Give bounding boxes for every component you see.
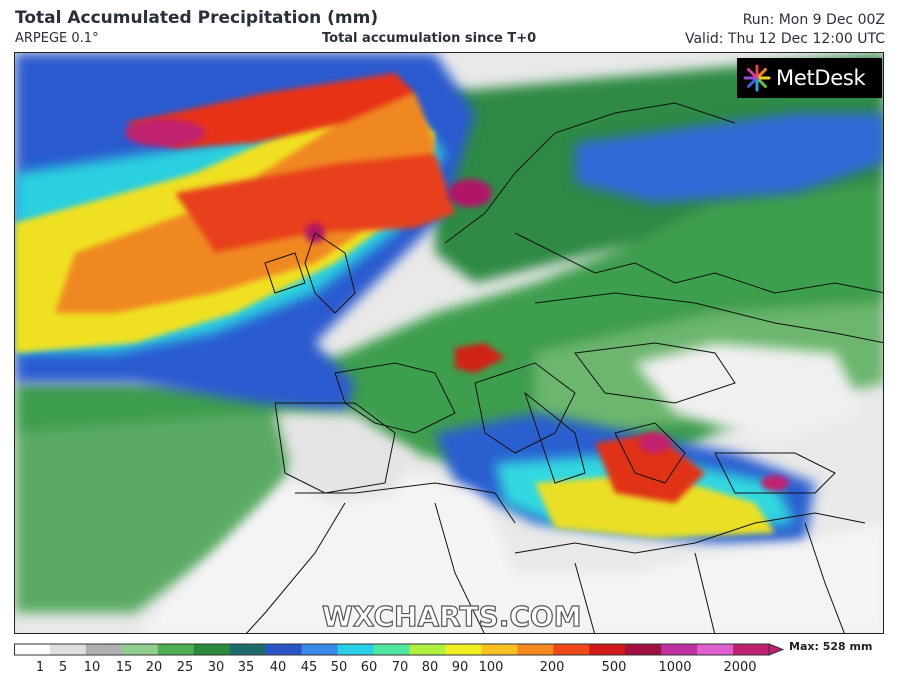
- legend-tick-label: 70: [391, 660, 409, 675]
- legend-tick-label: 35: [237, 660, 255, 675]
- legend-ticks: 1 5 10 15 20 25 30 35 40 45 50 60 70 80 90 100 200 500 100…: [0, 660, 900, 678]
- legend-tick-label: 2000: [723, 660, 757, 675]
- legend-tick-label: 90: [451, 660, 469, 675]
- heavy-precip-layer: [55, 73, 705, 503]
- legend-tick-label: 45: [300, 660, 318, 675]
- legend-swatch: [589, 644, 626, 655]
- legend-tick-label: 40: [269, 660, 287, 675]
- legend-swatch: [661, 644, 698, 655]
- legend-swatch: [265, 644, 303, 655]
- extreme-precip-layer: [125, 119, 789, 491]
- max-value-label: Max: 528 mm: [789, 640, 873, 653]
- legend-tick-label: 30: [207, 660, 225, 675]
- legend-swatch: [409, 644, 446, 655]
- wxcharts-watermark: WXCHARTS.COM: [321, 599, 582, 633]
- legend-swatch: [49, 644, 87, 655]
- valid-time: Valid: Thu 12 Dec 12:00 UTC: [684, 31, 885, 47]
- legend-tick-label: 60: [360, 660, 378, 675]
- legend-swatch: [553, 644, 590, 655]
- legend-swatch: [14, 644, 51, 655]
- legend-overflow-arrow: [768, 643, 785, 656]
- legend-swatch: [229, 644, 267, 655]
- legend-tick-label: 1: [35, 660, 45, 675]
- light-precip-layer: [15, 53, 883, 613]
- starburst-logo-icon: [743, 64, 771, 92]
- legend-swatch: [481, 644, 518, 655]
- legend-swatch: [337, 644, 375, 655]
- country-borders: [246, 102, 883, 633]
- legend-swatch: [157, 644, 195, 655]
- map-canvas: [15, 53, 883, 633]
- legend-tick-label: 25: [176, 660, 194, 675]
- chart-title: Total Accumulated Precipitation (mm): [15, 8, 379, 28]
- legend-tick-label: 200: [539, 660, 565, 675]
- legend-tick-label: 500: [601, 660, 627, 675]
- legend-swatch: [85, 644, 123, 655]
- dry-land-layer: [136, 343, 883, 633]
- legend-swatch: [517, 644, 554, 655]
- accumulation-subtitle: Total accumulation since T+0: [322, 31, 537, 46]
- legend-swatch: [301, 644, 339, 655]
- legend-tick-label: 20: [145, 660, 163, 675]
- legend-tick-label: 80: [421, 660, 439, 675]
- legend-tick-label: 5: [58, 660, 68, 675]
- legend-tick-label: 1000: [658, 660, 692, 675]
- metdesk-logo: MetDesk: [737, 58, 882, 98]
- precipitation-map: [14, 52, 884, 634]
- legend-tick-label: 15: [115, 660, 133, 675]
- legend-swatch: [373, 644, 410, 655]
- color-legend-bar: [14, 642, 785, 656]
- legend-swatch: [445, 644, 482, 655]
- legend-swatch: [121, 644, 159, 655]
- legend-swatch: [697, 644, 734, 655]
- model-label: ARPEGE 0.1°: [15, 31, 99, 46]
- legend-swatch: [625, 644, 662, 655]
- legend-tick-label: 10: [83, 660, 101, 675]
- run-time: Run: Mon 9 Dec 00Z: [742, 12, 885, 28]
- legend-swatch: [193, 644, 231, 655]
- logo-wordmark: MetDesk: [776, 66, 866, 90]
- legend-tick-label: 100: [478, 660, 504, 675]
- legend-gradient: [14, 643, 785, 656]
- legend-swatch: [733, 644, 770, 655]
- legend-tick-label: 50: [330, 660, 348, 675]
